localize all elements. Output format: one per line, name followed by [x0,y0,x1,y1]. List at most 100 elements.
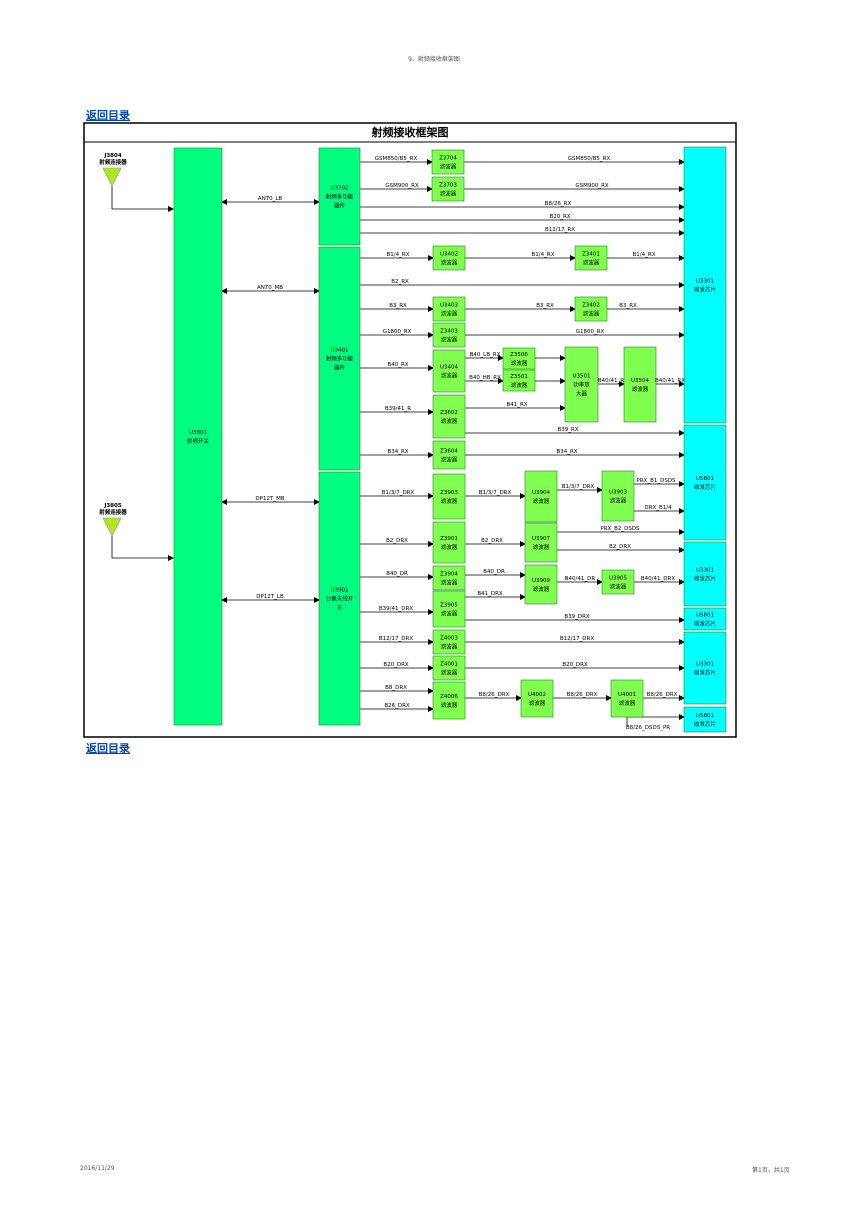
block-label: Z4003 [440,636,458,642]
signal-label: DP12T_LB [256,594,284,600]
block-label: 滤波器 [511,381,528,389]
block-label: 收发芯片 [694,620,716,628]
signal-label: B39/41_DRX [379,606,413,612]
signal-label: B8/26_DRX [647,692,678,698]
diagram-blocks: J3804射频连接器J3805射频连接器U3801射频开关U3702射频多功能器… [98,146,727,733]
svg-text:J3805: J3805 [103,503,122,509]
signal-label: B40_DR [483,569,505,575]
signal-labels: ANT0_LB ANT0_MB DP12T_MB DP12T_LB GSM850/B5_… [255,156,685,731]
signal-label: B39_DRX [564,614,590,620]
block-label: Z3402 [582,303,600,309]
block-label: 滤波器 [441,417,458,425]
block-label: U3903 [609,490,628,496]
signal-label: B8/26_DRX [567,692,598,698]
block-label: 收发芯片 [694,575,716,583]
block-label: 射频开关 [187,437,210,445]
block-label: U3404 [440,365,459,371]
block-label: Z3506 [510,352,528,358]
block-label: U3909 [532,578,551,584]
signal-label: B2_RX [391,279,409,285]
signal-label: PRX_B1_DSDS [636,478,676,484]
signal-label: G1800_RX [383,329,412,335]
block-label: U3504 [631,378,650,384]
block-label: U3402 [440,252,458,258]
signal-label: PRX_B2_DSDS [600,526,640,532]
diagram-title: 射频接收框架图 [371,125,449,139]
block-label: 功率放 [573,381,590,389]
signal-label: B40_LB_RX [470,352,501,358]
block-label: 滤波器 [441,336,458,344]
signal-label: GSM850/B5_RX [568,156,611,162]
signal-label: GSM900_RX [385,183,419,189]
block-label: 收发芯片 [694,669,716,677]
signal-label: B39/41_R [385,406,411,412]
signal-label: B1/4_RX [387,252,410,258]
block-label: Z3403 [440,329,458,335]
block-label: Z3501 [510,374,528,380]
signal-label: B40_RX [387,362,408,368]
block-label: Z3401 [582,252,600,258]
signal-label: B1/4_RX [633,252,656,258]
signal-label: B8/26_RX [545,201,572,207]
block-label: 滤波器 [441,643,458,651]
back-to-contents-link-bottom[interactable]: 返回目录 [86,742,130,755]
signal-label: B34_RX [556,449,577,455]
signal-label: G1800_RX [576,329,605,335]
block-label: 滤波器 [533,543,550,551]
signal-label: B2_DRX [609,544,631,550]
block-label: Z3904 [440,572,458,578]
block-label: 滤波器 [441,259,458,267]
document-header: 9、射频接收框架图 [408,56,460,63]
block-label: 滤波器 [533,497,550,505]
signal-label: B41_RX [506,402,527,408]
signal-label: B26_DRX [384,703,410,709]
signal-label: B12/17_RX [545,227,575,233]
antenna-icon [102,517,122,537]
signal-label: B2_DRX [386,538,408,544]
block-label: U3901 [330,588,348,594]
block-label: 滤波器 [441,497,458,505]
block-label: U3905 [609,576,628,582]
signal-lines [111,159,685,727]
signal-label: B40/41_R [598,378,624,384]
signal-label: B39_RX [557,427,578,433]
footer-date: 2016/11/29 [80,1165,115,1172]
block-label: Z3903 [440,490,458,496]
block-label: U3401 [330,348,348,354]
block-label: Z3703 [439,183,457,189]
signal-label: B20_DRX [383,662,409,668]
signal-label: B40_HB_RX [469,375,501,381]
signal-label: B12/17_DRX [560,636,594,642]
signal-label: B41_DRX [477,591,503,597]
footer-page-number: 第1页，共1页 [752,1167,790,1174]
block-label: 滤波器 [441,579,458,587]
block-label: U3904 [532,490,551,496]
block-label: 器件 [334,202,346,210]
block-label: 滤波器 [441,701,458,709]
back-to-contents-link[interactable]: 返回目录 [86,109,130,122]
block-label: Z3602 [440,410,458,416]
antenna-icon [102,167,122,187]
svg-text:射频连接器: 射频连接器 [98,158,127,166]
block-label: 滤波器 [440,163,457,171]
block-label: U3301 [696,279,714,285]
block-label: U3702 [330,186,348,192]
